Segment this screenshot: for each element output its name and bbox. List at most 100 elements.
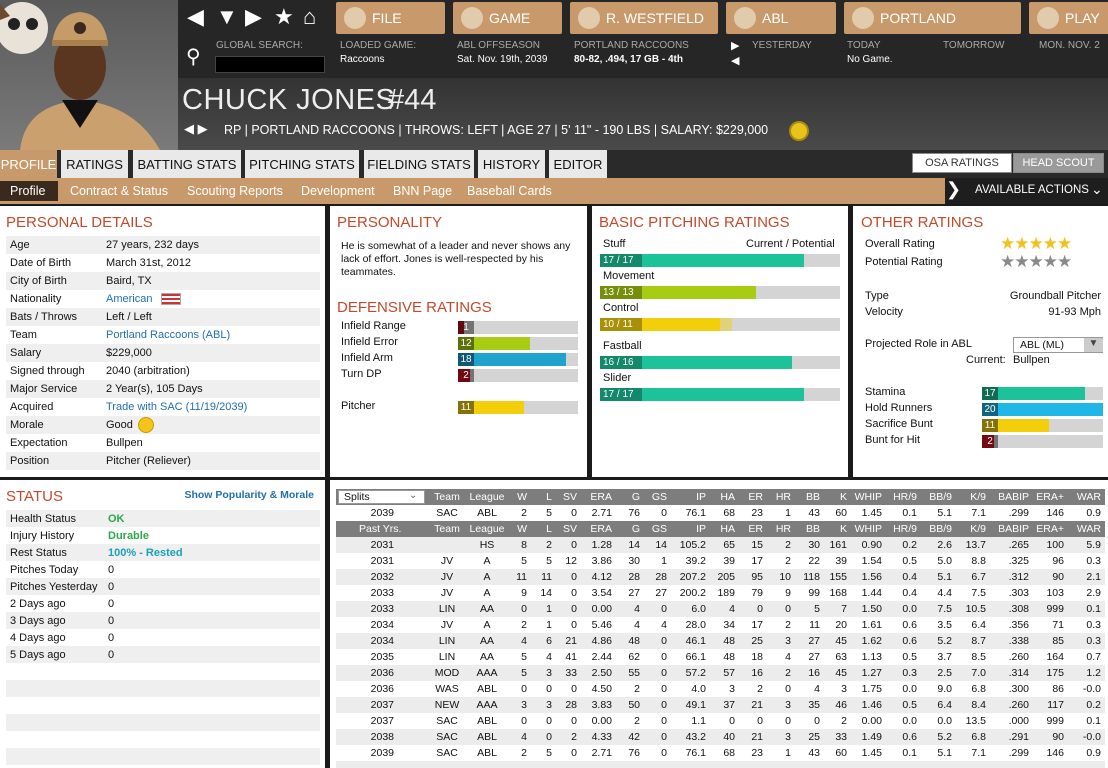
detail-label: Major Service [10,383,78,395]
stats-cell: 6.8 [971,731,986,743]
nav-button-icon [1037,7,1059,29]
stats-cell: 48 [723,651,735,663]
tab[interactable]: EDITOR [549,150,607,178]
nav-button[interactable]: GAME [453,2,562,34]
subtab[interactable]: Scouting Reports [187,184,283,198]
stats-cell: 2031 [370,539,394,551]
info-text: TOMORROW [943,40,1005,51]
subtab[interactable]: Profile [10,184,46,198]
stats-cell: 50 [628,699,640,711]
rating-bar [600,286,756,299]
stats-cell: 4 [814,683,820,695]
tab[interactable]: PROFILE [0,150,57,178]
scout-tab[interactable]: OSA RATINGS [912,153,1012,173]
splits-label: Splits [344,491,370,503]
tab-label: EDITOR [553,157,603,172]
nav-button-icon [344,7,366,29]
stats-cell: 0.3 [1086,619,1101,631]
stats-cell: 8 [521,539,527,551]
stats-cell: 5.9 [1086,539,1101,551]
stats-cell: 7.5 [971,587,986,599]
rating-label: Fastball [603,340,642,352]
actions-label[interactable]: AVAILABLE ACTIONS [975,184,1089,196]
stats-cell: 0 [546,731,552,743]
stats-cell: 2 [785,555,791,567]
nav-icon[interactable]: ⌂ [303,4,317,29]
info-text: YESTERDAY [752,40,812,51]
nav-button[interactable]: PORTLAND [844,2,1021,34]
subtab[interactable]: Baseball Cards [467,184,552,198]
info-text: ABL OFFSEASON [457,40,540,51]
stats-cell: 6.4 [937,699,952,711]
nav-button[interactable]: PLAY [1029,2,1108,34]
stats-cell: 0.4 [902,587,917,599]
search-label: GLOBAL SEARCH: [216,40,303,51]
nav-button[interactable]: FILE [336,2,445,34]
subtab[interactable]: BNN Page [393,184,453,198]
tab[interactable]: BATTING STATS [133,150,241,178]
stats-cell: 43 [808,507,820,519]
stats-cell: 2.9 [1086,587,1101,599]
stats-cell: 146 [1046,747,1064,759]
detail-label: Date of Birth [10,257,72,269]
stats-cell: 17 [751,555,763,567]
splits-select[interactable]: Splits ⌄ [338,490,425,504]
stats-cell: 105.2 [679,539,706,551]
stats-cell: 0 [546,715,552,727]
rating-label: Bunt for Hit [865,434,921,446]
subtab[interactable]: Development [301,184,375,198]
stats-cell: -0.0 [1082,731,1101,743]
day-arrow[interactable]: ▶ [731,40,740,52]
rating-value: 13 / 13 [603,287,634,298]
stats-cell: .000 [1008,715,1029,727]
tab[interactable]: HISTORY [478,150,545,178]
rating-value: 12 [460,338,472,349]
nav-icon[interactable]: ▼ [216,4,238,29]
nav-button[interactable]: R. WESTFIELD [570,2,718,34]
actions-bar[interactable] [945,178,1108,204]
stats-cell: AA [479,635,495,647]
stats-header: BB/9 [929,523,952,535]
status-row [6,748,320,765]
actions-chevron: ❯ [946,179,962,199]
scout-tab[interactable]: HEAD SCOUT [1013,153,1104,173]
stats-cell: 27 [655,587,667,599]
detail-value[interactable]: Portland Raccoons (ABL) [106,329,231,341]
rating-bar [982,419,1049,432]
stats-cell: 0 [661,747,667,759]
status-link[interactable]: Show Popularity & Morale [184,489,314,501]
stats-cell: 34 [723,619,735,631]
day-arrow[interactable]: ◀ [731,55,740,67]
stats-cell: 28 [565,699,577,711]
stats-cell: 0 [571,715,577,727]
stats-cell: LIN [438,651,456,663]
rating-value-box [458,401,474,414]
role-select[interactable]: ABL (ML) ▼ [1013,337,1103,353]
stats-cell: 66.1 [685,651,706,663]
stats-cell: 164 [1046,651,1064,663]
detail-value[interactable]: Trade with SAC (11/19/2039) [106,401,248,413]
tab[interactable]: PITCHING STATS [245,150,359,178]
stats-header: IP [696,523,706,535]
stats-cell: 0.2 [902,539,917,551]
info-value: Bullpen [1013,354,1050,366]
nav-icon[interactable]: ▶ [245,4,262,29]
subtab[interactable]: Contract & Status [70,184,168,198]
stats-cell: 189 [717,587,735,599]
detail-value[interactable]: American [106,293,153,305]
nav-icon[interactable]: ◀ [187,4,204,29]
stats-cell: 4 [521,731,527,743]
stats-cell: .260 [1008,699,1029,711]
stats-cell: 95 [751,571,763,583]
tab[interactable]: FIELDING STATS [364,150,474,178]
stats-cell: 46.1 [685,635,706,647]
player-arrows[interactable]: ◀ ▶ [184,121,208,136]
nav-button[interactable]: ABL [726,2,836,34]
nav-icon[interactable]: ★ [274,4,294,29]
tab[interactable]: RATINGS [61,150,128,178]
search-input[interactable] [215,56,325,73]
stats-cell: 27 [808,651,820,663]
detail-label: Team [10,329,37,341]
stats-cell: .314 [1008,667,1029,679]
stats-cell: 5.2 [937,731,952,743]
